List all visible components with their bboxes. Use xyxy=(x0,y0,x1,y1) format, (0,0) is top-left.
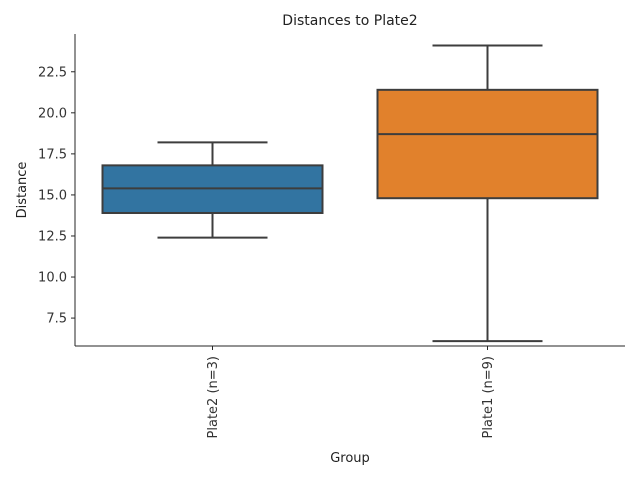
plot-area xyxy=(101,44,599,343)
y-tick-label: 20.0 xyxy=(38,106,67,121)
x-axis-ticks: Plate2 (n=3) Plate1 (n=9) xyxy=(206,346,496,438)
y-tick-label: 17.5 xyxy=(38,147,67,162)
iqr-box xyxy=(376,88,599,200)
x-tick-label: Plate1 (n=9) xyxy=(481,356,496,438)
y-tick-label: 15.0 xyxy=(38,188,67,203)
box-group xyxy=(101,141,324,239)
box-group xyxy=(376,44,599,343)
y-tick-label: 12.5 xyxy=(38,229,67,244)
y-axis-ticks: 7.5 10.0 12.5 15.0 17.5 20.0 22.5 xyxy=(38,65,75,327)
y-tick-label: 22.5 xyxy=(38,65,67,80)
chart-title: Distances to Plate2 xyxy=(282,13,417,29)
y-axis-title: Distance xyxy=(15,162,30,219)
x-tick-label: Plate2 (n=3) xyxy=(206,356,221,438)
y-tick-label: 7.5 xyxy=(46,312,67,327)
x-axis-title: Group xyxy=(330,451,370,466)
y-tick-label: 10.0 xyxy=(38,271,67,286)
